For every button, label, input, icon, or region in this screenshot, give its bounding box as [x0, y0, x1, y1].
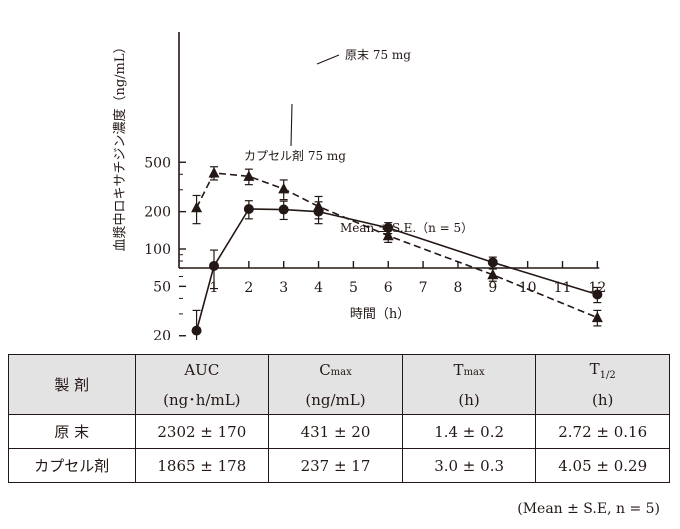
data-point	[487, 268, 499, 280]
series-label: カプセル剤 75 mg	[244, 148, 346, 163]
data-point	[383, 222, 394, 233]
header-thalf: T1/2	[535, 354, 670, 385]
label-leader	[316, 54, 340, 65]
x-tick-label: 8	[453, 280, 462, 296]
x-tick-label: 10	[519, 280, 537, 296]
header-cmax: Cmax	[268, 354, 403, 385]
label-leader	[290, 103, 293, 147]
row-name: カプセル剤	[8, 448, 136, 483]
x-tick-label: 11	[554, 280, 572, 296]
x-tick-label: 9	[488, 280, 497, 296]
stats-annotation: Mean ± S.E.（n = 5）	[340, 221, 473, 235]
row-tmax: 1.4 ± 0.2	[401, 414, 537, 449]
header-cmax-unit: (ng/mL)	[268, 385, 403, 415]
y-tick-label: 100	[144, 242, 171, 258]
y-axis-label: 血漿中ロキサチジン濃度（ng/mL）	[112, 40, 128, 251]
header-thalf-unit: (h)	[535, 385, 670, 415]
data-point	[208, 166, 220, 178]
x-tick-label: 4	[314, 280, 323, 296]
x-tick-label: 6	[384, 280, 393, 296]
row-name: 原 末	[8, 414, 136, 449]
x-tick-label: 3	[279, 280, 288, 296]
data-point	[278, 182, 290, 194]
y-tick-label: 50	[153, 279, 171, 295]
x-tick-label: 7	[419, 280, 428, 296]
header-auc-unit: (ng･h/mL)	[134, 385, 270, 415]
row-cmax: 237 ± 17	[268, 448, 403, 483]
x-axis-label: 時間（h）	[350, 307, 410, 322]
row-cmax: 431 ± 20	[268, 414, 403, 449]
data-point	[591, 311, 603, 323]
series-line	[195, 172, 598, 319]
header-tmax-unit: (h)	[401, 385, 537, 415]
row-auc: 2302 ± 170	[134, 414, 270, 449]
data-point	[278, 204, 289, 215]
row-thalf: 4.05 ± 0.29	[535, 448, 670, 483]
data-point	[209, 260, 219, 271]
x-tick-label: 5	[349, 280, 358, 296]
data-point	[243, 170, 255, 181]
table-row: 原 末 2302 ± 170 431 ± 20 1.4 ± 0.2 2.72 ±…	[8, 414, 670, 449]
table-footnote: (Mean ± S.E, n = 5)	[517, 501, 660, 517]
data-point	[191, 201, 203, 213]
series-line	[195, 208, 598, 331]
series-2	[191, 200, 603, 340]
x-tick-label: 2	[244, 280, 253, 296]
row-tmax: 3.0 ± 0.3	[401, 448, 537, 483]
series-1	[191, 166, 603, 327]
header-tmax: Tmax	[401, 354, 537, 385]
y-tick-label: 20	[153, 329, 171, 340]
data-point	[487, 257, 498, 268]
y-tick-label: 500	[144, 155, 171, 171]
data-point	[191, 325, 202, 336]
series-label: 原末 75 mg	[345, 48, 411, 62]
y-tick-label: 200	[144, 205, 171, 221]
row-auc: 1865 ± 178	[134, 448, 270, 483]
table-row: カプセル剤 1865 ± 178 237 ± 17 3.0 ± 0.3 4.05…	[8, 448, 670, 483]
data-point	[243, 204, 254, 215]
pk-chart: 2050100200500123456789101112 原末 75 mgカプセ…	[112, 32, 606, 340]
data-point	[382, 229, 394, 241]
row-thalf: 2.72 ± 0.16	[535, 414, 670, 449]
pk-parameter-table: 製 剤 AUC Cmax Tmax T1/2 (ng･h/mL) (ng/mL)…	[8, 354, 670, 483]
header-formulation: 製 剤	[8, 354, 136, 415]
data-point	[313, 206, 324, 217]
header-auc: AUC	[134, 354, 270, 385]
data-point	[592, 289, 603, 300]
